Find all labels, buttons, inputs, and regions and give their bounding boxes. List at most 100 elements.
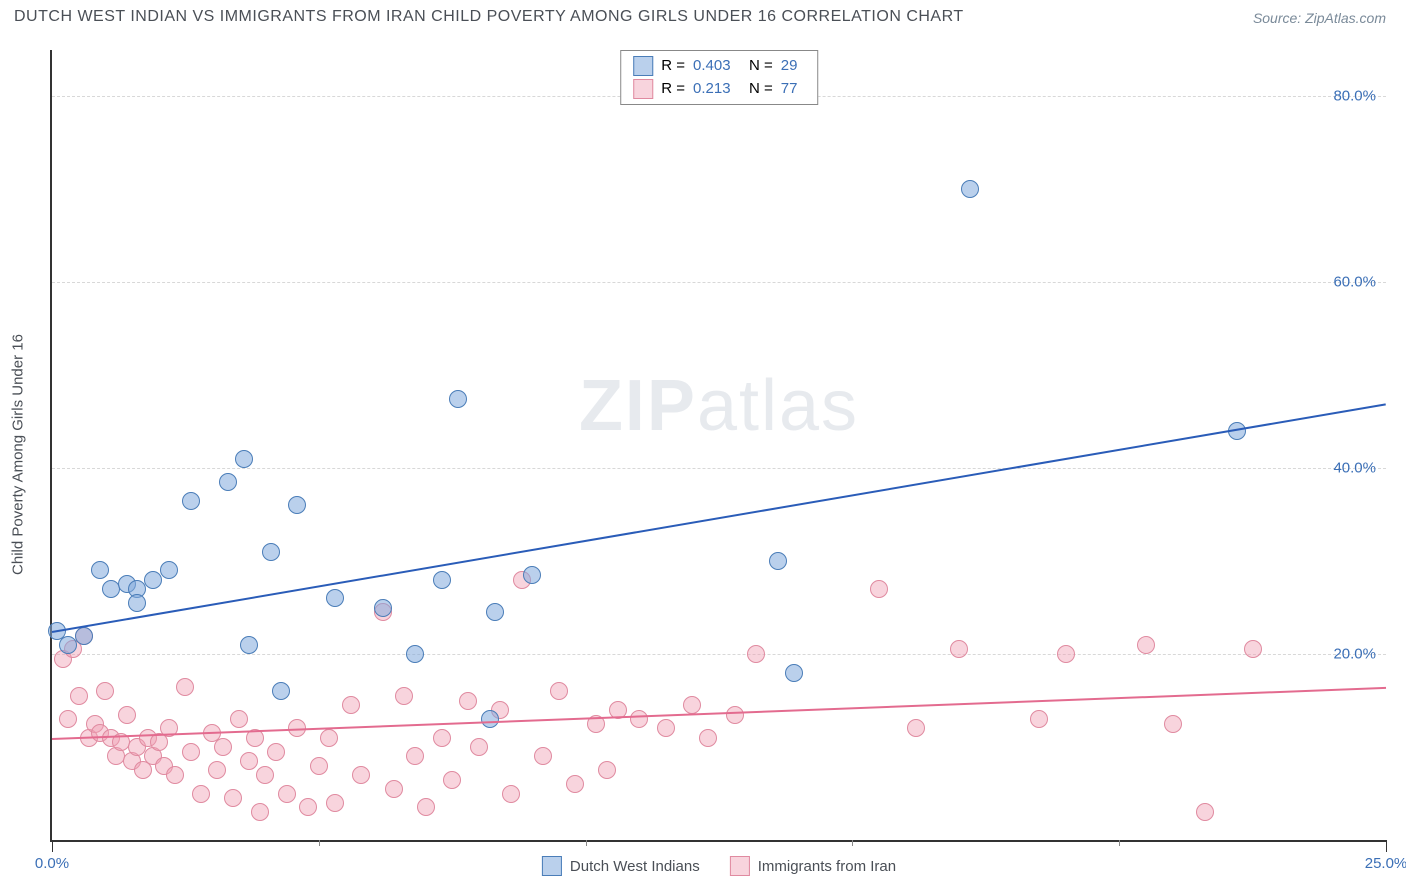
data-point — [374, 599, 392, 617]
data-point — [299, 798, 317, 816]
data-point — [342, 696, 360, 714]
data-point — [326, 794, 344, 812]
data-point — [470, 738, 488, 756]
data-point — [747, 645, 765, 663]
data-point — [288, 496, 306, 514]
data-point — [144, 571, 162, 589]
gridline — [52, 468, 1386, 469]
data-point — [219, 473, 237, 491]
data-point — [240, 636, 258, 654]
data-point — [1164, 715, 1182, 733]
xtick-minor — [1119, 840, 1120, 846]
swatch-pink-icon — [730, 856, 750, 876]
stats-row-blue: R = 0.403 N = 29 — [633, 55, 805, 78]
xtick — [1386, 840, 1387, 852]
xtick-minor — [586, 840, 587, 846]
data-point — [70, 687, 88, 705]
ytick-label: 60.0% — [1333, 274, 1376, 291]
data-point — [192, 785, 210, 803]
legend-item-pink: Immigrants from Iran — [730, 856, 896, 876]
n-value-blue: 29 — [781, 55, 805, 78]
data-point — [433, 571, 451, 589]
data-point — [59, 636, 77, 654]
data-point — [598, 761, 616, 779]
data-point — [352, 766, 370, 784]
legend-label-pink: Immigrants from Iran — [758, 858, 896, 875]
data-point — [502, 785, 520, 803]
trendline — [52, 687, 1386, 740]
data-point — [272, 682, 290, 700]
data-point — [326, 589, 344, 607]
gridline — [52, 282, 1386, 283]
gridline — [52, 654, 1386, 655]
data-point — [1137, 636, 1155, 654]
stats-legend: R = 0.403 N = 29 R = 0.213 N = 77 — [620, 50, 818, 105]
n-value-pink: 77 — [781, 78, 805, 101]
data-point — [75, 627, 93, 645]
plot-area: R = 0.403 N = 29 R = 0.213 N = 77 ZIPatl… — [50, 50, 1386, 842]
data-point — [449, 390, 467, 408]
data-point — [166, 766, 184, 784]
series-legend: Dutch West Indians Immigrants from Iran — [542, 856, 896, 876]
data-point — [657, 719, 675, 737]
data-point — [950, 640, 968, 658]
data-point — [630, 710, 648, 728]
data-point — [443, 771, 461, 789]
stats-row-pink: R = 0.213 N = 77 — [633, 78, 805, 101]
data-point — [1244, 640, 1262, 658]
data-point — [1057, 645, 1075, 663]
data-point — [235, 450, 253, 468]
data-point — [683, 696, 701, 714]
data-point — [1196, 803, 1214, 821]
data-point — [251, 803, 269, 821]
swatch-blue-icon — [633, 56, 653, 76]
legend-label-blue: Dutch West Indians — [570, 858, 700, 875]
r-value-blue: 0.403 — [693, 55, 741, 78]
xtick-label: 25.0% — [1365, 855, 1406, 872]
data-point — [1030, 710, 1048, 728]
data-point — [769, 552, 787, 570]
r-value-pink: 0.213 — [693, 78, 741, 101]
data-point — [459, 692, 477, 710]
data-point — [566, 775, 584, 793]
ytick-label: 80.0% — [1333, 88, 1376, 105]
data-point — [961, 180, 979, 198]
data-point — [481, 710, 499, 728]
data-point — [128, 594, 146, 612]
ytick-label: 40.0% — [1333, 460, 1376, 477]
data-point — [230, 710, 248, 728]
xtick-minor — [852, 840, 853, 846]
swatch-pink-icon — [633, 79, 653, 99]
chart-container: DUTCH WEST INDIAN VS IMMIGRANTS FROM IRA… — [0, 0, 1406, 892]
data-point — [262, 543, 280, 561]
data-point — [433, 729, 451, 747]
chart-title: DUTCH WEST INDIAN VS IMMIGRANTS FROM IRA… — [14, 8, 1392, 26]
trendline — [52, 403, 1386, 633]
data-point — [406, 747, 424, 765]
data-point — [550, 682, 568, 700]
data-point — [486, 603, 504, 621]
ytick-label: 20.0% — [1333, 646, 1376, 663]
data-point — [118, 706, 136, 724]
data-point — [699, 729, 717, 747]
data-point — [224, 789, 242, 807]
data-point — [240, 752, 258, 770]
data-point — [91, 561, 109, 579]
data-point — [785, 664, 803, 682]
data-point — [256, 766, 274, 784]
data-point — [726, 706, 744, 724]
data-point — [176, 678, 194, 696]
data-point — [59, 710, 77, 728]
y-axis-label: Child Poverty Among Girls Under 16 — [10, 334, 27, 575]
swatch-blue-icon — [542, 856, 562, 876]
data-point — [385, 780, 403, 798]
data-point — [417, 798, 435, 816]
watermark: ZIPatlas — [579, 365, 859, 447]
data-point — [534, 747, 552, 765]
data-point — [182, 492, 200, 510]
source-attribution: Source: ZipAtlas.com — [1253, 10, 1386, 26]
data-point — [182, 743, 200, 761]
data-point — [208, 761, 226, 779]
data-point — [278, 785, 296, 803]
legend-item-blue: Dutch West Indians — [542, 856, 700, 876]
